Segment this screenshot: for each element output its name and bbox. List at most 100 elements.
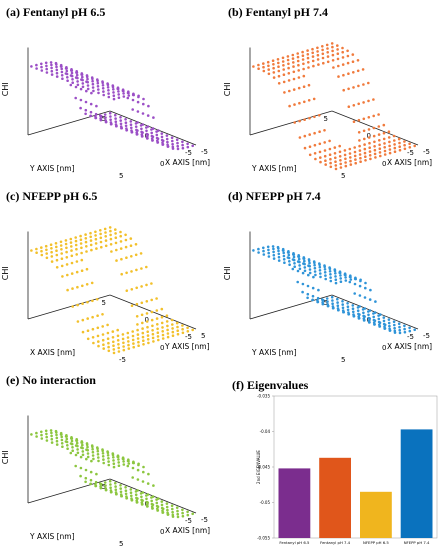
surface-point (301, 271, 305, 275)
surface-point (372, 114, 375, 118)
surface-point (152, 484, 155, 487)
surface-point (326, 303, 329, 306)
surface-point (186, 513, 190, 517)
surface-point (55, 443, 59, 446)
surface-point (372, 315, 375, 319)
surface-point (122, 460, 125, 463)
surface-point (119, 116, 122, 119)
surface-point (352, 313, 355, 316)
surface-point (140, 495, 143, 499)
surface-point (329, 276, 332, 279)
surface-point (321, 56, 325, 60)
surface-point (369, 288, 372, 292)
surface-point (353, 150, 357, 154)
surface-point (101, 448, 104, 451)
surface-point (344, 164, 348, 168)
surface-point (272, 253, 276, 257)
surface-point (135, 496, 138, 500)
surface-point (313, 115, 316, 119)
surface-point (124, 489, 128, 492)
tick-label: -5 (201, 516, 208, 524)
surface-point (85, 457, 88, 461)
surface-point (119, 493, 123, 496)
surface-point (64, 72, 68, 75)
surface-point (61, 275, 64, 278)
surface-point (351, 60, 355, 63)
surface-point (377, 125, 381, 128)
surface-point (277, 69, 281, 73)
surface-point (347, 311, 350, 314)
surface-point (181, 508, 184, 512)
surface-point (336, 44, 339, 47)
surface-point (354, 161, 357, 165)
surface-point (383, 325, 386, 329)
surface-point (344, 279, 348, 282)
surface-point (119, 490, 123, 494)
y-tick-label: -0.035 (257, 394, 270, 399)
surface-point (155, 133, 159, 137)
surface-point (119, 119, 122, 122)
surface-point (155, 297, 158, 300)
surface-point (86, 455, 90, 459)
tick-label: 5 (119, 540, 123, 548)
tick-label: -5 (407, 333, 414, 341)
axis-line (27, 110, 111, 136)
surface-point (171, 145, 175, 149)
surface-point (150, 310, 154, 314)
surface-point (147, 472, 150, 476)
surface-point (181, 146, 185, 150)
surface-point (127, 343, 130, 347)
surface-point (171, 323, 174, 326)
surface-point (341, 46, 344, 50)
surface-point (266, 60, 270, 64)
surface-point (131, 98, 135, 102)
surface-point (339, 274, 342, 277)
surface-point (156, 335, 160, 338)
surface-point (331, 59, 335, 62)
surface-point (124, 245, 128, 249)
surface-point (296, 52, 299, 55)
surface-point (298, 264, 301, 267)
surface-point (55, 68, 59, 72)
surface-point (358, 294, 362, 297)
surface-point (388, 327, 391, 331)
surface-point (306, 284, 310, 288)
surface-point (111, 330, 115, 333)
surface-point (328, 153, 332, 156)
surface-point (160, 503, 164, 507)
surface-point (117, 458, 120, 461)
surface-point (160, 307, 164, 311)
surface-point (291, 258, 295, 261)
surface-point (352, 71, 355, 74)
surface-point (75, 71, 78, 74)
surface-point (262, 253, 266, 256)
surface-point (331, 305, 335, 308)
surface-point (283, 91, 286, 94)
surface-point (303, 100, 306, 104)
surface-point (191, 144, 194, 148)
surface-point (104, 244, 108, 248)
surface-point (357, 102, 360, 106)
surface-point (97, 340, 100, 343)
surface-point (171, 142, 174, 146)
surface-point (346, 61, 350, 65)
z-axis-label: CHI (1, 450, 10, 464)
surface-point (403, 140, 406, 143)
surface-point (150, 137, 154, 140)
surface-point (74, 464, 77, 468)
surface-point (100, 245, 103, 249)
surface-point (308, 133, 311, 136)
surface-point (277, 65, 280, 68)
surface-point (81, 330, 85, 334)
panel-title: (b) Fentanyl pH 7.4 (228, 5, 329, 19)
surface-point (103, 113, 107, 116)
surface-point (119, 230, 122, 234)
surface-point (74, 85, 78, 89)
surface-point (176, 512, 179, 516)
surface-point (114, 120, 118, 123)
surface-point (81, 450, 85, 453)
surface-point (333, 146, 337, 149)
surface-point (136, 468, 140, 472)
surface-point (95, 472, 98, 476)
surface-point (140, 267, 143, 270)
